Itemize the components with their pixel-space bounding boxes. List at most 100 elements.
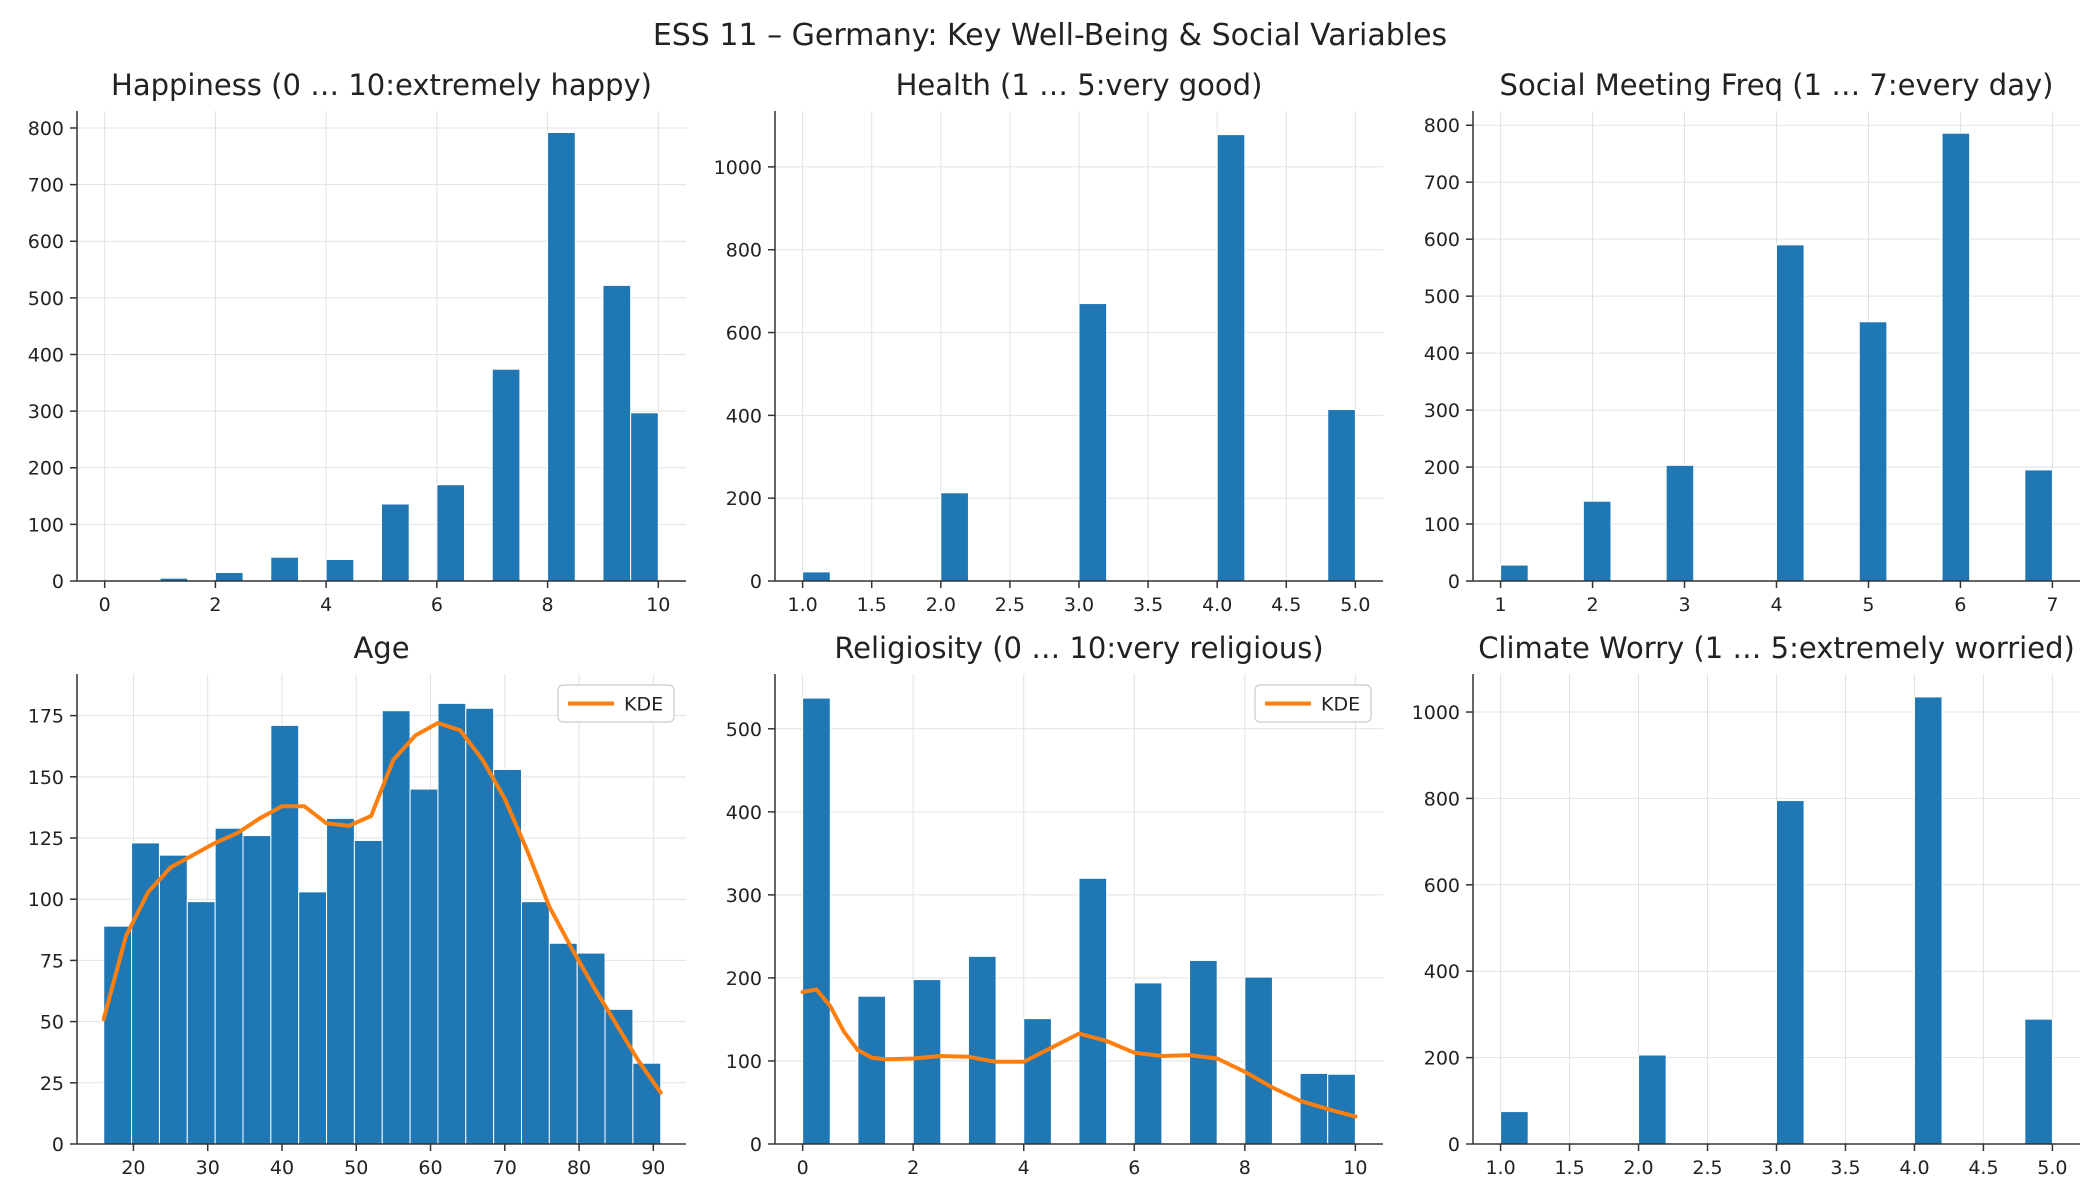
- bar-11: [381, 710, 411, 1145]
- x-tick-label: 90: [641, 1157, 665, 1179]
- bar-3: [158, 854, 188, 1145]
- subplot-1: 0 2 4 6 8 100100200300400500600700800Happines…: [28, 68, 686, 616]
- y-tick-label: 100: [28, 889, 64, 911]
- subplot-title: Age: [353, 631, 409, 665]
- x-tick-label: 4: [320, 594, 332, 616]
- y-tick-label: 600: [1424, 229, 1460, 251]
- y-tick-label: 500: [726, 719, 762, 741]
- y-tick-label: 200: [28, 458, 64, 480]
- x-tick-label: 2.5: [995, 594, 1025, 616]
- y-tick-label: 400: [1424, 961, 1460, 983]
- bar-2: [1638, 1054, 1667, 1145]
- bar-2: [131, 842, 160, 1145]
- bars: [159, 132, 659, 582]
- bar-4: [1216, 134, 1246, 582]
- subplot-grid: 0 2 4 6 8 100100200300400500600700800Happines…: [28, 68, 2080, 1179]
- bar-12: [409, 788, 439, 1145]
- y-tick-label: 0: [52, 1134, 64, 1156]
- bar-7: [2024, 469, 2053, 582]
- bar-10: [602, 284, 632, 582]
- x-tick-label: 20: [121, 1157, 145, 1179]
- figure-title: ESS 11 – Germany: Key Well-Being & Socia…: [653, 18, 1447, 53]
- bar-4: [967, 955, 997, 1145]
- subplot-title: Happiness (0 … 10:extremely happy): [111, 68, 652, 102]
- legend-label: KDE: [1321, 694, 1360, 716]
- y-tick-label: 800: [726, 240, 762, 262]
- x-ticks: 20 30 40 50 60 70 80 90: [121, 1144, 665, 1179]
- subplot-3: 1 2 3 4 5 6 7 0 100 200 300 400 500 600 700 800 Social M…: [1424, 68, 2080, 616]
- y-tick-label: 300: [28, 401, 64, 423]
- y-tick-label: 0: [750, 1134, 762, 1156]
- x-tick-label: 0: [797, 1157, 809, 1179]
- bar-4: [1913, 696, 1943, 1145]
- bar-8: [298, 891, 328, 1145]
- y-tick-label: 600: [726, 323, 762, 345]
- bars: [1500, 132, 2053, 582]
- subplot-6: 1.0 1.5 2.0 2.5 3.0 3.5 4.0 4.5 5.0 0 200 400 600 800…: [1412, 631, 2080, 1179]
- y-tick-label: 1000: [714, 157, 762, 179]
- subplot-title: Health (1 … 5:very good): [896, 68, 1263, 102]
- bars: [1500, 696, 2053, 1145]
- y-tick-label: 600: [1424, 875, 1460, 897]
- x-tick-label: 1.0: [1485, 1157, 1515, 1179]
- x-ticks: 0 2 4 6 8 10: [99, 581, 670, 616]
- x-tick-label: 5: [1862, 594, 1874, 616]
- x-tick-label: 4: [1770, 594, 1782, 616]
- subplot-title: Social Meeting Freq (1 … 7:every day): [1500, 68, 2054, 102]
- x-tick-label: 1: [1495, 594, 1507, 616]
- bar-1: [802, 697, 831, 1145]
- x-ticks: 1.0 1.5 2.0 2.5 3.0 3.5 4.0 4.5 5.0: [1485, 1144, 2068, 1179]
- y-tick-label: 0: [1448, 571, 1460, 593]
- y-tick-label: 800: [1424, 115, 1460, 137]
- bar-4: [186, 901, 216, 1145]
- x-tick-label: 2: [907, 1157, 919, 1179]
- y-tick-label: 0: [750, 571, 762, 593]
- x-tick-label: 2.0: [926, 594, 956, 616]
- x-tick-label: 2.0: [1623, 1157, 1653, 1179]
- x-tick-label: 80: [567, 1157, 591, 1179]
- y-ticks: 0 200 400 600 800 1000: [714, 157, 775, 593]
- y-ticks: 0 25 50 75 100 125 150 175: [28, 706, 77, 1156]
- bar-7: [270, 724, 300, 1145]
- y-tick-label: 200: [1424, 1048, 1460, 1070]
- y-tick-label: 0: [1448, 1134, 1460, 1156]
- y-tick-label: 200: [1424, 457, 1460, 479]
- x-tick-label: 70: [493, 1157, 517, 1179]
- bar-2: [1582, 500, 1612, 582]
- x-tick-label: 6: [1128, 1157, 1140, 1179]
- x-tick-label: 4.5: [1271, 594, 1301, 616]
- bar-6: [1078, 877, 1108, 1145]
- bar-5: [1023, 1018, 1052, 1145]
- y-tick-label: 800: [28, 118, 64, 140]
- x-ticks: 1.0 1.5 2.0 2.5 3.0 3.5 4.0 4.5 5.0: [788, 581, 1370, 616]
- legend-frame: [557, 684, 675, 723]
- x-tick-label: 4.0: [1899, 1157, 1929, 1179]
- bar-7: [1133, 982, 1163, 1145]
- bar-5: [214, 827, 244, 1145]
- bars: [103, 702, 662, 1145]
- subplot-title: Climate Worry (1 … 5:extremely worried): [1478, 631, 2075, 665]
- y-tick-label: 50: [40, 1012, 64, 1034]
- bar-2: [857, 995, 887, 1145]
- bar-16: [520, 901, 550, 1145]
- y-tick-label: 100: [726, 1051, 762, 1073]
- bar-13: [437, 702, 467, 1145]
- x-tick-label: 4.0: [1202, 594, 1232, 616]
- bar-5: [1858, 321, 1888, 582]
- x-tick-label: 7: [2046, 594, 2058, 616]
- y-tick-label: 700: [1424, 172, 1460, 194]
- y-tick-label: 500: [1424, 286, 1460, 308]
- y-tick-label: 100: [1424, 514, 1460, 536]
- bar-9: [1244, 976, 1273, 1145]
- legend-label: KDE: [624, 694, 663, 716]
- y-tick-label: 200: [726, 968, 762, 990]
- bar-6: [1941, 132, 1971, 582]
- x-tick-label: 6: [431, 594, 443, 616]
- x-tick-label: 4: [1018, 1157, 1030, 1179]
- bar-6: [381, 503, 410, 582]
- x-tick-label: 1.5: [1554, 1157, 1584, 1179]
- legend: KDE: [557, 684, 675, 723]
- bar-8: [1189, 959, 1218, 1145]
- x-tick-label: 2: [1587, 594, 1599, 616]
